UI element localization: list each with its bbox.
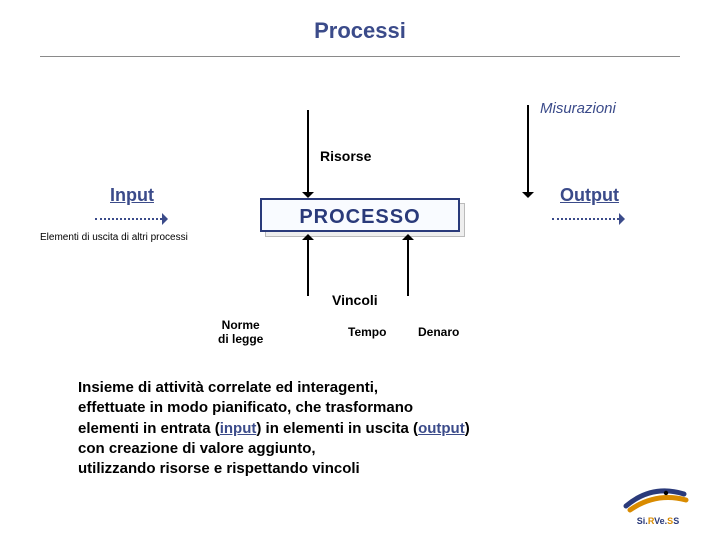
label-misurazioni: Misurazioni [540, 100, 616, 117]
logo-swoosh-icon [622, 480, 694, 516]
page-title: Processi [0, 0, 720, 44]
arrow-head-icon [162, 213, 168, 225]
label-denaro: Denaro [418, 325, 459, 339]
arrow-line [527, 105, 529, 192]
label-norme-line1: Norme [218, 318, 263, 332]
paragraph-line: con creazione di valore aggiunto, [78, 439, 470, 459]
logo-text: Si.RVe.SS [618, 516, 698, 526]
dotted-arrow [95, 218, 162, 220]
arrow-line [307, 110, 309, 192]
logo-text-part: S [673, 516, 679, 526]
title-divider [40, 56, 680, 57]
keyword: output [418, 420, 465, 437]
label-norme-line2: di legge [218, 332, 263, 346]
arrow-head-icon [302, 234, 314, 240]
processo-box: PROCESSO [260, 198, 460, 232]
logo-text-part: Si. [637, 516, 648, 526]
paragraph-line: utilizzando risorse e rispettando vincol… [78, 459, 470, 479]
paragraph-line: elementi in entrata (input) in elementi … [78, 419, 470, 439]
label-norme: Norme di legge [218, 318, 263, 346]
paragraph-line: effettuate in modo pianificato, che tras… [78, 398, 470, 418]
label-input: Input [110, 185, 154, 206]
label-tempo: Tempo [348, 325, 386, 339]
logo: Si.RVe.SS [618, 480, 698, 526]
dotted-arrow [552, 218, 619, 220]
keyword: input [220, 420, 257, 437]
definition-paragraph: Insieme di attività correlate ed interag… [78, 378, 470, 479]
logo-text-part: Ve. [654, 516, 667, 526]
arrow-head-icon [522, 192, 534, 198]
paragraph-line: Insieme di attività correlate ed interag… [78, 378, 470, 398]
arrow-head-icon [619, 213, 625, 225]
label-risorse: Risorse [320, 148, 371, 164]
label-output: Output [560, 185, 619, 206]
arrow-line [307, 240, 309, 296]
label-vincoli: Vincoli [332, 292, 378, 308]
arrow-head-icon [402, 234, 414, 240]
processo-box-label: PROCESSO [299, 206, 420, 228]
arrow-head-icon [302, 192, 314, 198]
label-input-subtitle: Elementi di uscita di altri processi [40, 232, 188, 243]
arrow-line [407, 240, 409, 296]
